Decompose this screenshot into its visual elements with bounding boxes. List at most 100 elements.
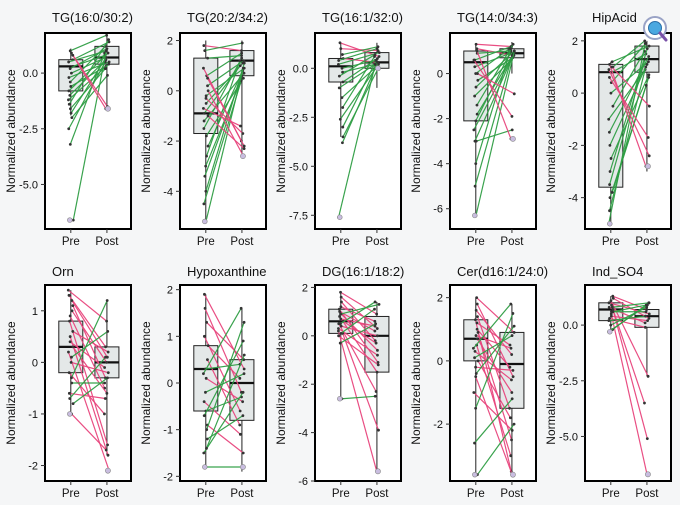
paired-line [72,330,109,353]
post-point [647,55,651,58]
x-tick-label: Pre [467,236,485,248]
paired-line [338,323,377,392]
pre-point [67,60,71,64]
paired-line [340,301,376,325]
pre-point [68,80,72,84]
post-point [377,51,381,54]
y-axis-label: Normalized abundance [139,69,153,193]
outlier-marker [337,396,343,402]
pre-point [341,53,344,56]
pre-point [608,76,611,79]
x-tick-label: Pre [197,236,215,248]
paired-line [204,42,243,52]
paired-line [475,325,515,374]
post-point [103,381,107,385]
pre-point [340,66,344,70]
post-point [241,66,245,70]
pre-point [68,67,72,71]
y-axis-label: Normalized abundance [409,69,423,193]
post-point [643,321,647,325]
paired-line [612,295,647,311]
paired-line [476,322,511,346]
pre-point [473,94,477,98]
panel-10: Ind_SO4 Normalized abundance 0.0 -2.5 -5.0 Pr… [544,264,672,500]
panel-3: TG(16:1/32:0) Normalized abundance 0.0 -2.5… [274,10,403,248]
post-point [242,372,246,376]
paired-line [71,74,108,119]
post-point [377,55,381,58]
paired-line [338,48,378,62]
pre-point [474,119,478,123]
post-point [647,317,651,320]
x-tick-label: Pre [332,236,350,248]
paired-line [206,415,244,440]
outlier-marker [67,411,73,417]
post-point [242,61,246,65]
paired-line [476,129,513,142]
pre-point [473,356,476,360]
pre-point [608,209,611,213]
paired-line [207,345,241,379]
y-axis-label: Normalized abundance [409,321,423,445]
panel-title: Orn [52,264,74,279]
post-point [106,330,110,333]
post-point [373,300,377,304]
y-tick-label: -4 [163,186,173,198]
pre-point [206,144,210,148]
pre-point [70,355,73,359]
paired-line [608,306,646,324]
post-point [375,370,379,374]
post-point [373,394,377,398]
pre-point [67,89,71,93]
post-point [240,41,244,45]
pre-point [204,96,208,100]
pre-point [202,372,205,376]
paired-line [342,57,378,83]
post-point [508,416,512,420]
post-point [511,368,515,372]
paired-line [69,45,106,83]
post-point [373,319,377,323]
post-point [241,400,245,404]
pre-point [68,335,72,338]
paired-line [476,43,514,106]
paired-line [203,57,243,129]
paired-line [69,356,106,399]
outlier-marker [607,329,613,335]
y-tick-label: 0.0 [23,68,38,80]
paired-line [203,401,241,435]
pre-point [341,106,345,109]
panel-7: Hypoxanthine Normalized abundance 2 1 0 -1 -2 P… [139,264,267,500]
pre-point [607,117,611,121]
paired-line [203,392,244,454]
paired-line [476,55,514,115]
pre-point [70,71,73,75]
post-point [240,54,243,58]
post-point [240,51,244,55]
post-point [647,154,651,158]
outlier-marker [202,218,208,225]
post-point [376,363,380,367]
post-point [375,47,379,51]
y-tick-label: -2 [298,379,308,391]
pre-point [67,98,70,102]
zoom-tool[interactable] [640,14,670,44]
paired-line [474,398,513,444]
post-point [373,307,376,311]
paired-line [476,338,513,393]
paired-line [72,50,107,221]
y-tick-label: -2.5 [289,112,308,124]
paired-line [608,69,650,157]
post-point [647,104,651,108]
paired-line [475,309,513,355]
pre-point [71,330,75,333]
paired-line [611,45,650,63]
pre-point [337,307,341,311]
paired-line [71,413,107,451]
panel-9: Cer(d16:1/24:0) Normalized abundance 2 0 -2 P… [409,264,548,500]
pre-point [67,102,71,106]
paired-line [70,300,108,379]
panel-title: Ind_SO4 [592,264,643,279]
post-point [375,327,379,330]
pre-point [70,381,74,385]
